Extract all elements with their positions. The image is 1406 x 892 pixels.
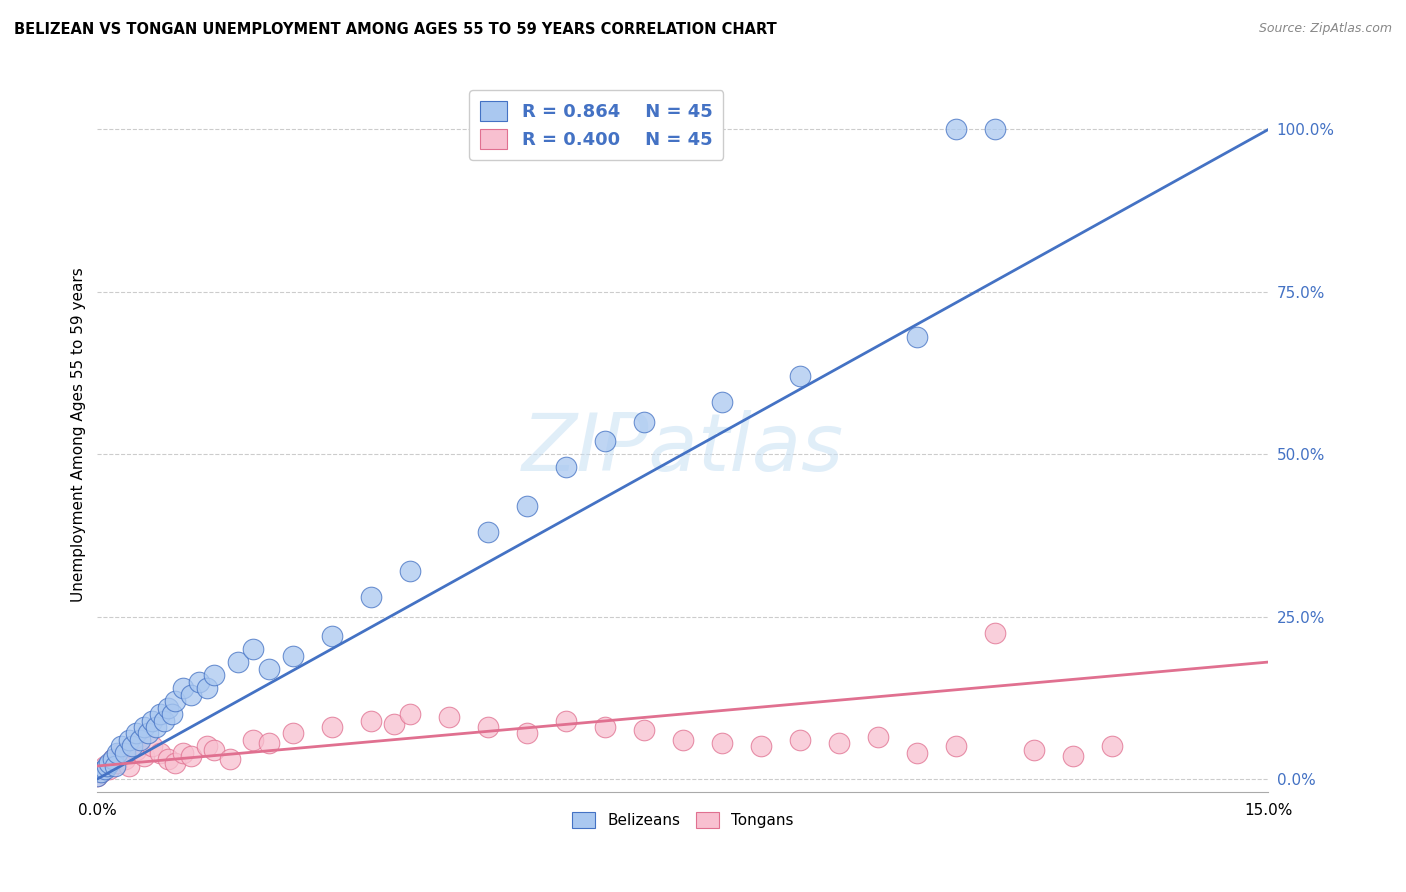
Point [477, 525, 499, 540]
Point [789, 733, 811, 747]
Point [710, 736, 733, 750]
Point [156, 752, 179, 766]
Point [905, 330, 928, 344]
Point [242, 642, 264, 657]
Point [984, 625, 1007, 640]
Point [172, 746, 194, 760]
Point [114, 746, 136, 760]
Point [141, 739, 163, 754]
Point [114, 752, 136, 766]
Point [134, 749, 156, 764]
Point [633, 723, 655, 738]
Point [110, 739, 132, 754]
Point [226, 655, 249, 669]
Point [156, 700, 179, 714]
Point [554, 460, 576, 475]
Point [749, 739, 772, 754]
Text: Source: ZipAtlas.com: Source: ZipAtlas.com [1258, 22, 1392, 36]
Point [516, 726, 538, 740]
Point [117, 733, 139, 747]
Point [1101, 739, 1123, 754]
Point [281, 648, 304, 663]
Point [437, 710, 460, 724]
Point [165, 694, 187, 708]
Point [101, 752, 124, 766]
Point [129, 733, 152, 747]
Point [149, 706, 172, 721]
Point [321, 629, 343, 643]
Text: BELIZEAN VS TONGAN UNEMPLOYMENT AMONG AGES 55 TO 59 YEARS CORRELATION CHART: BELIZEAN VS TONGAN UNEMPLOYMENT AMONG AG… [14, 22, 776, 37]
Point [554, 714, 576, 728]
Point [86, 769, 108, 783]
Point [382, 716, 405, 731]
Point [633, 415, 655, 429]
Text: ZIPatlas: ZIPatlas [522, 410, 844, 488]
Point [165, 756, 187, 770]
Point [672, 733, 695, 747]
Point [145, 720, 167, 734]
Point [180, 749, 202, 764]
Point [110, 746, 132, 760]
Point [141, 714, 163, 728]
Point [125, 726, 148, 740]
Point [96, 759, 118, 773]
Point [172, 681, 194, 695]
Point [257, 661, 280, 675]
Point [134, 720, 156, 734]
Point [105, 746, 128, 760]
Point [90, 765, 112, 780]
Point [242, 733, 264, 747]
Point [789, 369, 811, 384]
Point [593, 434, 616, 449]
Point [360, 590, 382, 604]
Point [136, 726, 159, 740]
Point [477, 720, 499, 734]
Point [828, 736, 851, 750]
Point [94, 759, 117, 773]
Point [1024, 743, 1046, 757]
Point [204, 743, 226, 757]
Point [868, 730, 890, 744]
Point [593, 720, 616, 734]
Point [195, 681, 218, 695]
Point [360, 714, 382, 728]
Point [117, 759, 139, 773]
Point [219, 752, 242, 766]
Point [90, 765, 112, 780]
Point [187, 674, 209, 689]
Point [101, 752, 124, 766]
Point [98, 756, 121, 770]
Point [86, 769, 108, 783]
Point [905, 746, 928, 760]
Point [516, 499, 538, 513]
Point [710, 395, 733, 409]
Point [125, 743, 148, 757]
Point [1062, 749, 1084, 764]
Point [152, 714, 174, 728]
Point [945, 122, 967, 136]
Point [160, 706, 183, 721]
Point [98, 762, 121, 776]
Point [94, 762, 117, 776]
Point [321, 720, 343, 734]
Point [398, 564, 420, 578]
Point [984, 122, 1007, 136]
Point [398, 706, 420, 721]
Point [257, 736, 280, 750]
Point [105, 756, 128, 770]
Point [281, 726, 304, 740]
Y-axis label: Unemployment Among Ages 55 to 59 years: Unemployment Among Ages 55 to 59 years [72, 268, 86, 602]
Point [121, 739, 143, 754]
Point [149, 746, 172, 760]
Point [195, 739, 218, 754]
Point [204, 668, 226, 682]
Point [945, 739, 967, 754]
Legend: Belizeans, Tongans: Belizeans, Tongans [567, 806, 800, 834]
Point [103, 759, 125, 773]
Point [180, 688, 202, 702]
